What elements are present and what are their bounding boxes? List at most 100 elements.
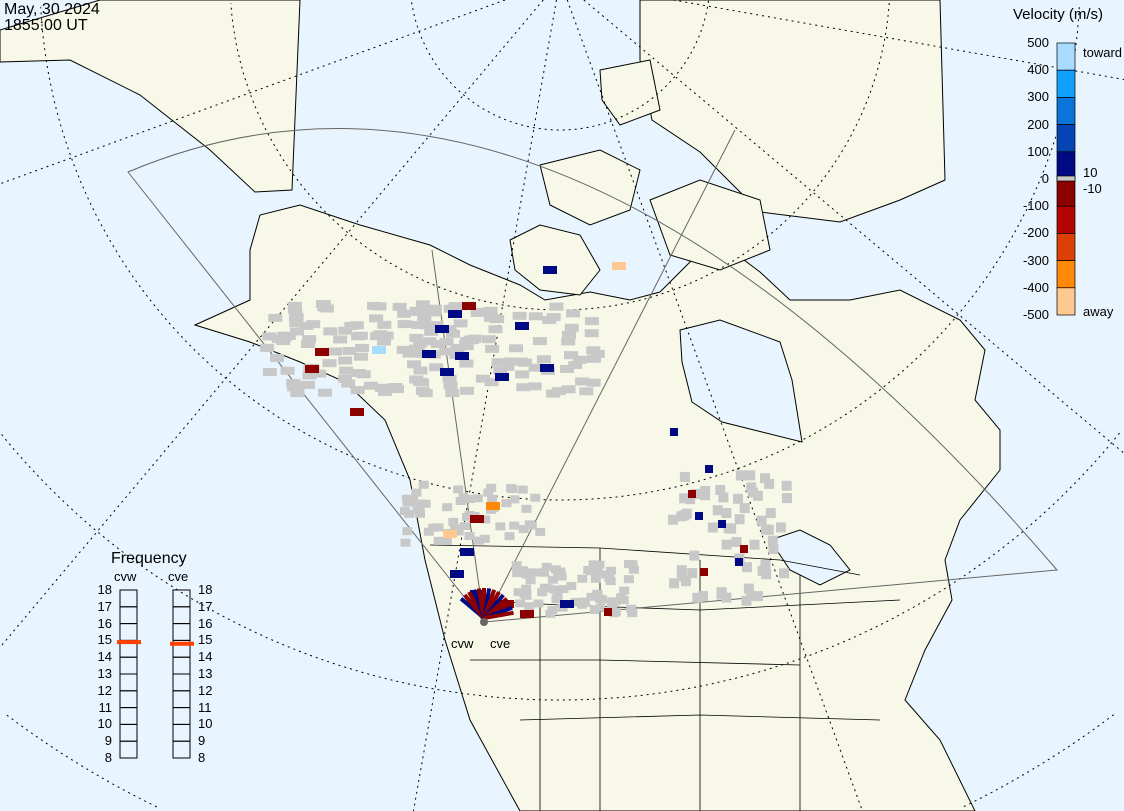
velocity-cell [409, 333, 424, 342]
frequency-tick-right: 10 [198, 716, 213, 732]
velocity-cell [695, 512, 703, 520]
velocity-cell [676, 571, 687, 582]
velocity-cell [747, 487, 758, 498]
frequency-tick-left: 15 [97, 632, 112, 648]
velocity-cell [422, 350, 436, 358]
velocity-cell [536, 355, 551, 364]
hudson-bay [679, 319, 803, 443]
velocity-cell [316, 300, 331, 309]
velocity-cell [323, 327, 338, 336]
velocity-cell [605, 566, 616, 575]
velocity-cell [350, 386, 365, 395]
velocity-cell [541, 562, 552, 571]
velocity-cell [570, 597, 581, 606]
velocity-cell [509, 521, 520, 530]
velocity-cell [353, 331, 368, 340]
velocity-cell [462, 512, 473, 521]
velocity-cell [735, 558, 743, 566]
radar-site-marker [480, 618, 488, 626]
velocity-cell [315, 348, 329, 356]
frequency-box [119, 656, 138, 675]
velocity-cell [700, 568, 708, 576]
velocity-cell [566, 309, 581, 318]
arctic-island [599, 59, 661, 126]
gs-label-pos: 10 [1083, 165, 1098, 180]
velocity-cell [535, 527, 546, 536]
colorbar-tick: -300 [1022, 252, 1049, 268]
velocity-cell [289, 312, 304, 321]
velocity-cell [418, 480, 429, 489]
velocity-cell [532, 337, 547, 346]
map-label-cvw: cvw [451, 636, 474, 651]
velocity-cell [260, 343, 275, 352]
velocity-cell [355, 343, 370, 352]
velocity-cell [400, 538, 411, 547]
velocity-cell [560, 364, 575, 373]
velocity-cell [507, 485, 518, 494]
velocity-cell [467, 334, 482, 343]
velocity-cell [521, 570, 532, 579]
frequency-tick-right: 14 [198, 649, 213, 665]
frequency-box [119, 589, 138, 608]
latitude-circle [40, 7, 1080, 501]
velocity-cell [339, 366, 354, 375]
velocity-cell [768, 544, 779, 555]
frequency-marker [170, 641, 194, 646]
velocity-cell [537, 588, 548, 597]
velocity-cell [460, 386, 475, 395]
velocity-cell [373, 330, 388, 339]
velocity-cell [721, 539, 732, 550]
velocity-cell [443, 530, 457, 538]
velocity-cell [610, 607, 621, 616]
velocity-cell [526, 521, 537, 530]
velocity-cell [342, 346, 357, 355]
frequency-tick-right: 8 [198, 750, 206, 765]
arctic-island [649, 179, 771, 271]
velocity-cell [288, 306, 303, 315]
velocity-cell [268, 313, 283, 322]
velocity-cell [453, 319, 468, 328]
velocity-cell [515, 370, 530, 379]
velocity-cell [517, 485, 528, 494]
velocity-cell [435, 325, 449, 333]
velocity-cell [338, 326, 353, 335]
velocity-cell [546, 389, 561, 398]
velocity-cell [547, 606, 558, 615]
velocity-cell [550, 565, 561, 574]
velocity-cell [679, 471, 690, 482]
frequency-box [172, 656, 191, 675]
velocity-cell [561, 385, 576, 394]
velocity-cell [445, 389, 460, 398]
colorbar-title: Velocity (m/s) [1013, 6, 1104, 23]
velocity-cell [415, 300, 430, 309]
velocity-cell [495, 373, 509, 381]
colorbar-tick: -100 [1022, 198, 1049, 214]
velocity-cell [553, 572, 564, 581]
velocity-cell [289, 318, 304, 327]
velocity-cells [260, 262, 792, 620]
velocity-cell [595, 603, 606, 612]
frequency-box [172, 723, 191, 742]
velocity-cell [270, 354, 285, 363]
velocity-cell [287, 383, 302, 392]
velocity-cell [705, 465, 713, 473]
velocity-cell [459, 359, 474, 368]
velocity-cell [514, 357, 529, 366]
velocity-cell [589, 605, 600, 614]
frequency-tick-left: 9 [104, 733, 112, 749]
great-lakes [769, 529, 851, 586]
frequency-box [119, 740, 138, 759]
velocity-cell [594, 560, 605, 569]
velocity-cell [453, 485, 464, 494]
velocity-cell [460, 548, 474, 556]
velocity-cell [465, 495, 476, 504]
velocity-cell [521, 591, 532, 600]
velocity-cell [300, 380, 315, 389]
landmass [0, 0, 1001, 811]
frequency-tick-right: 12 [198, 682, 213, 698]
frequency-tick-left: 16 [97, 615, 112, 631]
velocity-cell [749, 539, 760, 550]
velocity-cell [412, 377, 427, 386]
away-label: away [1083, 304, 1114, 319]
